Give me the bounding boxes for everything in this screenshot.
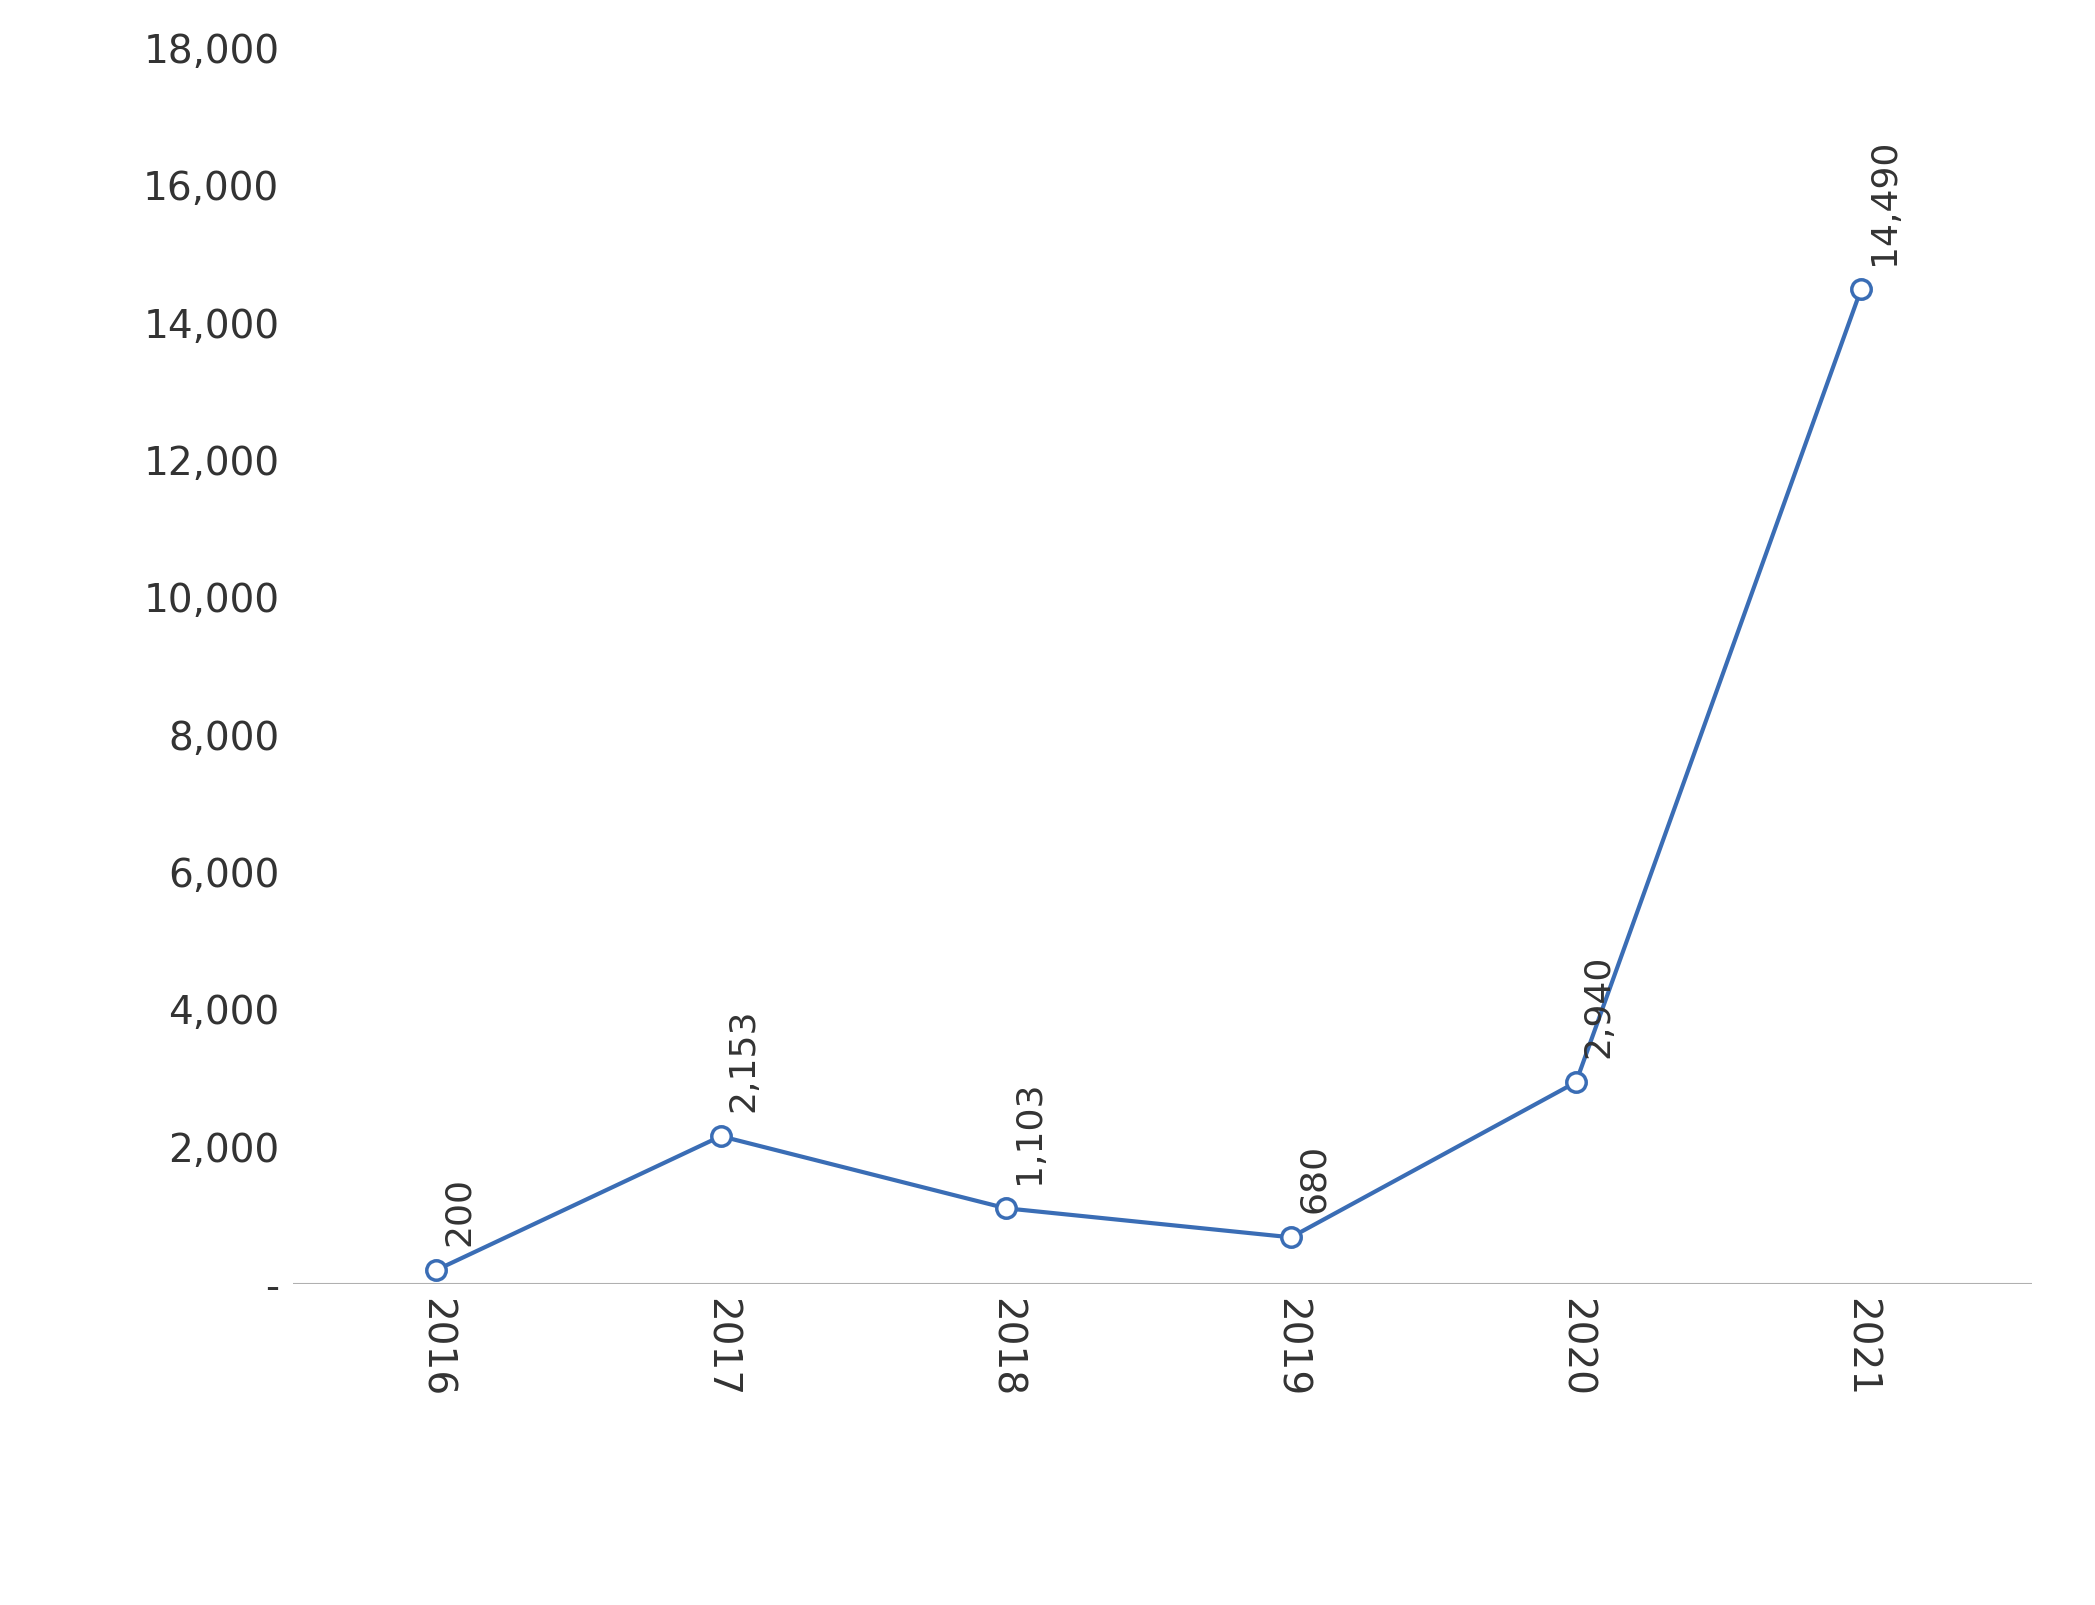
Text: 14,490: 14,490	[1867, 138, 1900, 265]
Text: 2,153: 2,153	[727, 1008, 760, 1112]
Text: 1,103: 1,103	[1012, 1080, 1045, 1184]
Text: 2,940: 2,940	[1582, 955, 1615, 1058]
Text: 680: 680	[1297, 1144, 1330, 1213]
Text: 200: 200	[442, 1176, 476, 1245]
